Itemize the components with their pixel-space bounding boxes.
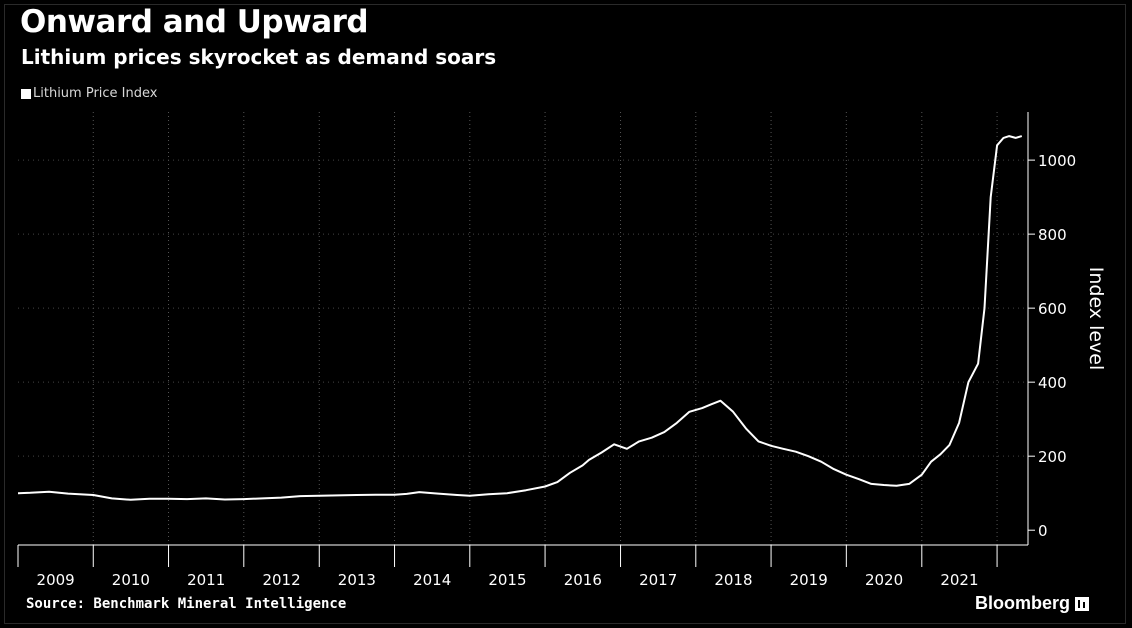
y-tick-label-1000: 1000 <box>1038 152 1076 170</box>
x-tick-label-2016: 2016 <box>564 571 602 589</box>
chart-title: Onward and Upward <box>20 4 369 40</box>
x-tick-label-2014: 2014 <box>413 571 451 589</box>
brand-name: Bloomberg <box>975 593 1071 613</box>
y-tick-label-200: 200 <box>1038 448 1067 466</box>
series-line-lithium-price-index <box>17 135 1023 501</box>
legend-label: Lithium Price Index <box>33 86 158 101</box>
x-tick-label-2012: 2012 <box>262 571 300 589</box>
chart-subtitle: Lithium prices skyrocket as demand soars <box>21 45 497 69</box>
y-tick-label-0: 0 <box>1038 522 1048 540</box>
x-tick-label-2017: 2017 <box>639 571 677 589</box>
bloomberg-terminal-icon <box>1075 596 1090 611</box>
x-tick-label-2010: 2010 <box>112 571 150 589</box>
y-tick-label-400: 400 <box>1038 374 1067 392</box>
x-tick-label-2015: 2015 <box>488 571 526 589</box>
y-tick-label-600: 600 <box>1038 300 1067 318</box>
brand-logo: Bloomberg <box>975 593 1090 614</box>
x-tick-label-2020: 2020 <box>865 571 903 589</box>
legend: Lithium Price Index <box>21 86 157 101</box>
chart-frame <box>4 4 1126 624</box>
x-tick-label-2019: 2019 <box>790 571 828 589</box>
x-tick-label-2011: 2011 <box>187 571 225 589</box>
x-tick-label-2009: 2009 <box>37 571 75 589</box>
x-tick-label-2021: 2021 <box>940 571 978 589</box>
y-tick-label-800: 800 <box>1038 226 1067 244</box>
y-axis-title: Index level <box>1085 267 1107 371</box>
x-tick-label-2018: 2018 <box>714 571 752 589</box>
source-note: Source: Benchmark Mineral Intelligence <box>26 596 347 612</box>
legend-swatch <box>21 88 31 99</box>
x-tick-label-2013: 2013 <box>338 571 376 589</box>
